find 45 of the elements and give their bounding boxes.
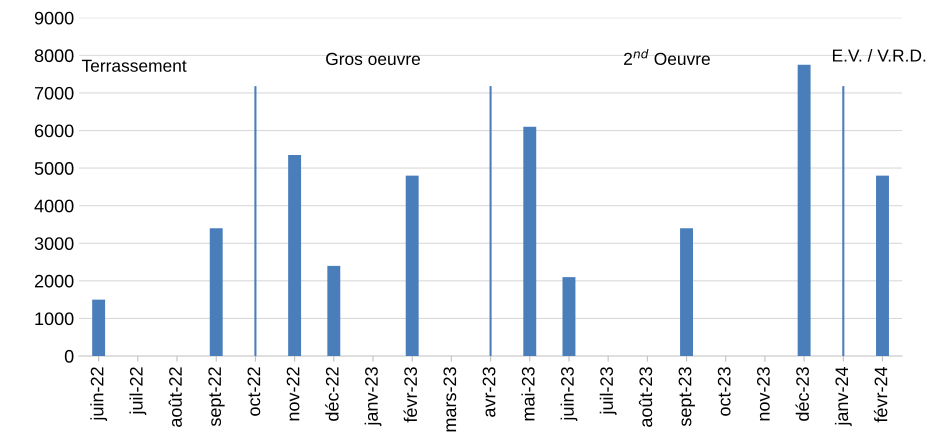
x-tick-label: avr-23: [482, 367, 496, 417]
x-tick-label: mars-23: [443, 367, 456, 432]
x-tick-label: sept-22: [208, 367, 225, 426]
y-tick-label: 9000: [34, 12, 74, 25]
bar: [288, 154, 302, 356]
y-tick-label: 0: [64, 350, 74, 363]
bar: [406, 176, 419, 356]
bar: [680, 228, 694, 356]
bar: [876, 176, 889, 356]
y-tick-label: 7000: [34, 86, 74, 100]
x-tick-label: sept-23: [678, 367, 695, 426]
x-tick-label: mai-23: [521, 367, 535, 420]
x-tick-label: oct-23: [718, 367, 731, 416]
x-tick-label: févr-24: [874, 366, 888, 422]
y-tick-label: 6000: [34, 124, 74, 138]
y-tick-label: 3000: [34, 237, 74, 250]
annotation: Terrassement: [82, 60, 187, 72]
bar: [523, 126, 536, 356]
x-tick-label: déc-22: [325, 367, 339, 421]
y-tick-label: 5000: [34, 162, 74, 175]
x-tick-label: août-22: [168, 367, 182, 427]
x-tick-label: déc-23: [795, 367, 809, 421]
x-tick-label: nov-22: [286, 367, 300, 420]
bar: [327, 266, 340, 356]
annotation: E.V. / V.R.D.: [832, 48, 926, 62]
annotation: 2$^{nd}$ Oeuvre: [624, 48, 710, 66]
x-tick-label: févr-23: [404, 367, 418, 422]
x-tick-label: oct-22: [247, 367, 260, 416]
x-tick-label: juil-23: [600, 367, 617, 416]
x-tick-label: janv-23: [364, 367, 382, 426]
x-tick-label: janv-24: [834, 366, 852, 426]
y-tick-label: 1000: [35, 312, 74, 326]
y-tick-label: 8000: [34, 49, 74, 62]
x-tick-label: nov-23: [756, 367, 770, 420]
annotation: Gros oeuvre: [326, 52, 420, 66]
x-tick-label: juil-22: [129, 367, 146, 416]
x-tick-label: juin-23: [560, 367, 578, 422]
bar: [210, 228, 223, 356]
bar: [798, 64, 811, 356]
x-tick-label: juin-22: [90, 367, 108, 422]
x-tick-label: août-23: [638, 367, 652, 427]
y-tick-label: 2000: [34, 274, 74, 288]
bar: [562, 277, 576, 356]
bar: [92, 300, 106, 356]
y-tick-label: 4000: [34, 200, 74, 212]
